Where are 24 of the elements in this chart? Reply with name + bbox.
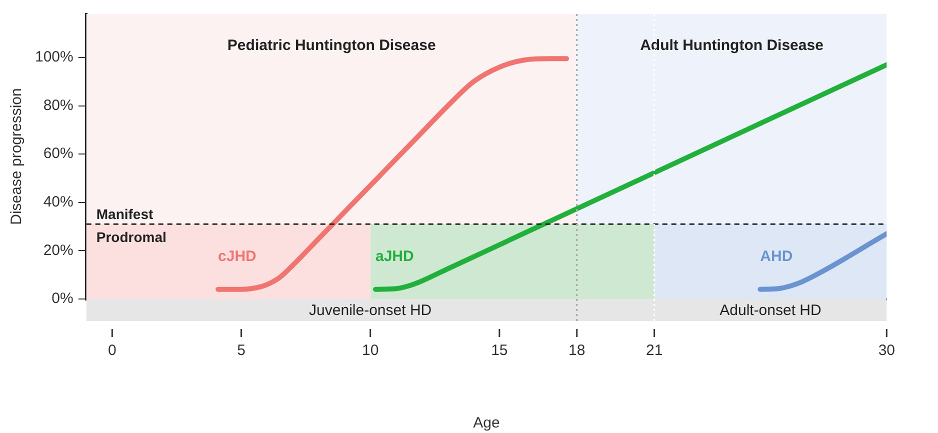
annotation: Prodromal <box>96 228 166 245</box>
x-tick-label: 0 <box>108 342 116 360</box>
y-tick-label: 20% <box>43 242 74 259</box>
x-tick-label: 5 <box>237 342 246 360</box>
x-tick-label: 30 <box>878 342 895 360</box>
band-label: Adult Huntington Disease <box>640 37 824 54</box>
x-tick-label: 18 <box>568 342 586 360</box>
text: Juvenile-onset HD <box>309 302 432 320</box>
x-tick-label: 21 <box>646 342 663 360</box>
series-label: cJHD <box>218 248 257 265</box>
ref-line-label: Manifest <box>96 206 154 222</box>
y-tick-label: 100% <box>34 48 74 66</box>
y-tick-label: 60% <box>43 145 74 162</box>
y-tick-label: 80% <box>43 96 74 114</box>
text: Adult-onset HD <box>720 302 822 320</box>
series-label: aJHD <box>376 248 414 265</box>
y-tick-label: 0% <box>52 290 74 308</box>
y-axis-title: Disease progression <box>8 88 26 225</box>
y-tick-label: 40% <box>43 194 74 211</box>
x-axis-title: Age <box>473 414 500 432</box>
x-tick-label: 15 <box>491 342 508 360</box>
band-label: Pediatric Huntington Disease <box>227 37 436 54</box>
series-label: AHD <box>760 248 793 265</box>
x-tick-label: 10 <box>362 342 379 360</box>
